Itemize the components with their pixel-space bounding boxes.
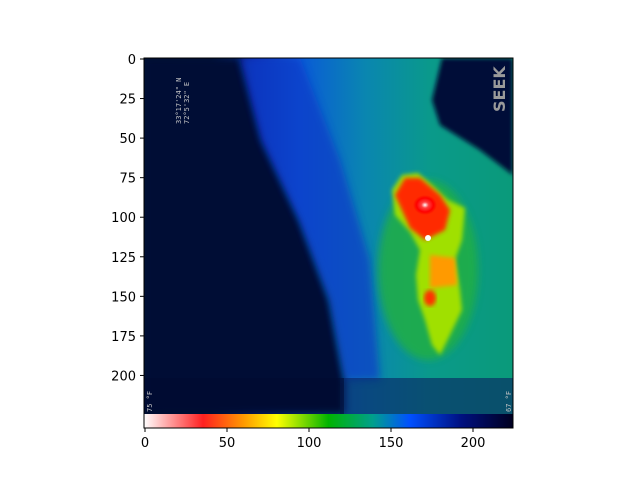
gps-lon: 72°5'32" E [183,82,191,124]
x-tick-label: 0 [141,436,149,451]
y-tick-label: 100 [111,211,136,226]
x-tick-label: 150 [379,436,404,451]
y-tick-label: 0 [128,53,136,68]
x-axis: 0 50 100 150 200 [141,428,486,451]
thermal-image: 33°17'24" N 72°5'32" E SEEK 75 °F 67 °F [144,58,513,414]
y-tick-label: 50 [119,132,136,147]
y-tick-label: 125 [111,251,136,266]
temp-max-label: 67 °F [505,391,513,412]
y-tick-label: 25 [119,93,136,108]
y-axis: 0 25 50 75 100 125 150 175 200 [111,53,144,384]
y-tick-label: 200 [111,369,136,384]
y-tick-label: 75 [119,172,136,187]
temp-min-label: 75 °F [146,391,154,412]
x-tick-label: 200 [461,436,486,451]
y-tick-label: 150 [111,290,136,305]
y-tick-label: 175 [111,330,136,345]
x-tick-label: 50 [219,436,236,451]
gps-lat: 33°17'24" N [175,78,183,124]
axes-frame [143,57,514,429]
x-tick-label: 100 [297,436,322,451]
brand-logo: SEEK [490,66,509,112]
colorbar [144,414,513,428]
